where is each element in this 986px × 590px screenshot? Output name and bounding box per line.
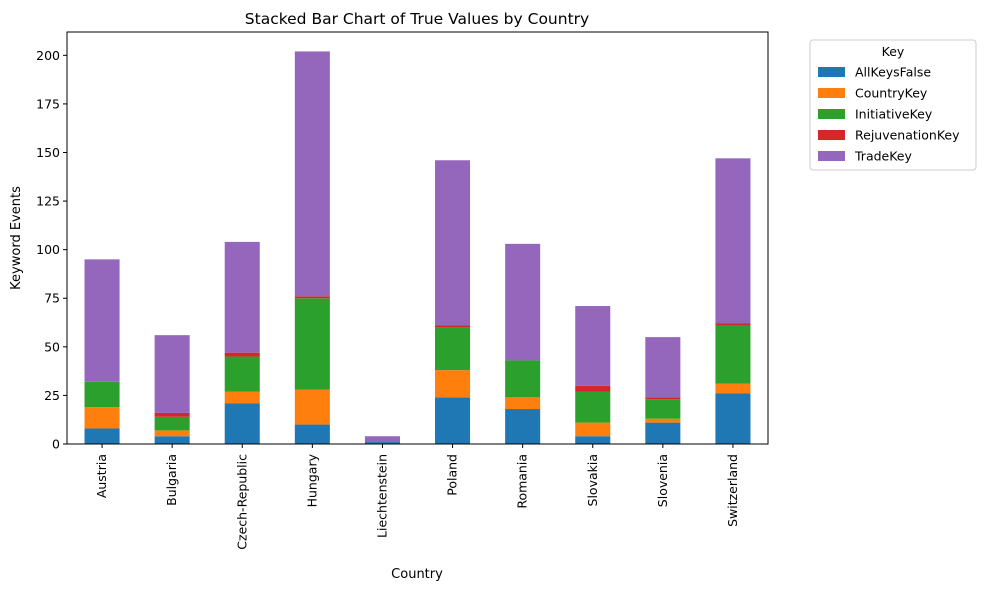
y-tick-label: 200 (36, 48, 60, 63)
bar-segment (435, 325, 471, 328)
bar-segment (154, 416, 190, 431)
bar-segment (715, 325, 751, 384)
bar-segment (645, 397, 681, 400)
plot-frame (66, 31, 769, 445)
legend-swatch (818, 130, 845, 140)
bar-segment (505, 360, 541, 398)
legend-label: RejuvenationKey (855, 128, 960, 143)
bar-segment (224, 356, 260, 392)
bar-segment (505, 243, 541, 361)
y-tick-label: 50 (44, 339, 60, 354)
legend-frame (809, 39, 977, 171)
bar-segment (505, 409, 541, 444)
bar-segment (435, 370, 471, 398)
x-tick-label: Poland (445, 454, 460, 496)
x-axis: Austria Bulgaria Czech-Republic Hungary Liec… (94, 444, 740, 550)
legend-title: Key (882, 44, 905, 59)
x-tick-label: Romania (515, 454, 530, 509)
legend-swatch (818, 151, 845, 161)
bar-segment (645, 422, 681, 444)
x-tick-label: Slovenia (655, 454, 670, 507)
bar-segment (575, 385, 611, 392)
bar-segment (154, 430, 190, 437)
y-tick-label: 0 (52, 437, 60, 452)
bar-segment (154, 436, 190, 444)
y-tick-label: 75 (44, 291, 60, 306)
legend-label: AllKeysFalse (855, 65, 931, 80)
bar-segment (364, 442, 400, 444)
bar-segment (505, 397, 541, 410)
bar-segment (435, 160, 471, 326)
legend: Key AllKeysFalse CountryKey InitiativeKey R… (809, 39, 977, 171)
chart-title: Stacked Bar Chart of True Values by Coun… (245, 10, 589, 28)
bar-segment (715, 158, 751, 324)
bar-segment (294, 298, 330, 390)
x-tick-label: Switzerland (725, 454, 740, 527)
bar-segment (645, 337, 681, 398)
x-tick-label: Slovakia (585, 454, 600, 506)
bar-segment (84, 259, 120, 382)
legend-swatch (818, 88, 845, 98)
bar-segment (84, 381, 120, 408)
x-tick-label: Hungary (304, 453, 319, 507)
legend-swatch (818, 109, 845, 119)
bar-segment (575, 306, 611, 386)
legend-label: InitiativeKey (855, 107, 933, 122)
y-tick-label: 175 (36, 96, 60, 111)
x-tick-label: Liechtenstein (374, 454, 389, 538)
bar-segment (294, 389, 330, 425)
bar-segment (294, 424, 330, 444)
bar-segment (575, 436, 611, 444)
bar-segment (364, 436, 400, 443)
x-tick-label: Czech-Republic (234, 454, 249, 550)
bar-segment (294, 51, 330, 297)
bar-segment (224, 352, 260, 357)
y-axis: 0 25 50 75 100 125 150 175 200 (36, 48, 67, 452)
bar-segment (435, 397, 471, 444)
bar-segment (715, 323, 751, 326)
bar-segment (575, 391, 611, 423)
bar-segment (154, 412, 190, 417)
x-tick-label: Austria (94, 454, 109, 498)
bar-segment (645, 399, 681, 419)
bar-segment (435, 327, 471, 371)
bar-segment (224, 403, 260, 444)
y-tick-label: 125 (36, 194, 60, 209)
legend-swatch (818, 67, 845, 77)
bar-segment (154, 335, 190, 413)
y-axis-title: Keyword Events (9, 186, 24, 290)
bar-segment (224, 391, 260, 404)
bar-segment (575, 422, 611, 437)
legend-label: TradeKey (854, 149, 912, 164)
bars-layer (84, 51, 751, 444)
bar-segment (84, 428, 120, 444)
bar-segment (715, 383, 751, 394)
y-tick-label: 100 (36, 242, 60, 257)
bar-segment (715, 393, 751, 444)
y-tick-label: 25 (44, 388, 60, 403)
bar-segment (84, 407, 120, 429)
legend-label: CountryKey (855, 86, 928, 101)
y-tick-label: 150 (36, 145, 60, 160)
x-tick-label: Bulgaria (164, 454, 179, 506)
x-axis-title: Country (391, 567, 443, 582)
bar-segment (645, 418, 681, 423)
bar-segment (294, 296, 330, 299)
bar-segment (224, 241, 260, 353)
